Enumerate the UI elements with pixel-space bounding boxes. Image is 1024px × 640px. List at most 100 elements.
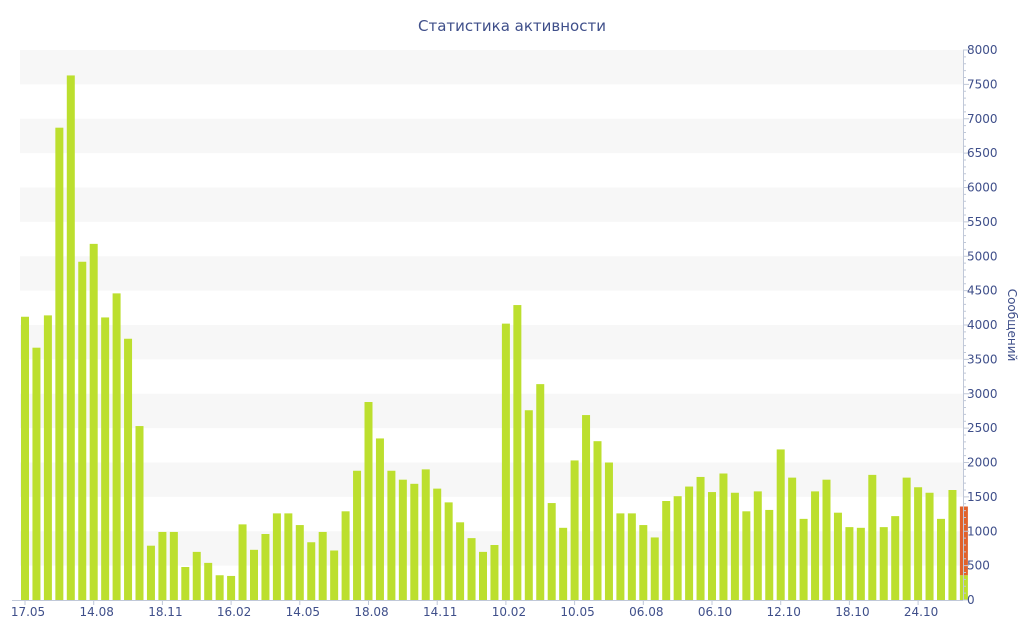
bar[interactable] xyxy=(948,490,957,600)
bar[interactable] xyxy=(158,531,167,600)
bar[interactable] xyxy=(513,305,522,600)
bar[interactable] xyxy=(604,462,613,601)
y-tick-label: 2000 xyxy=(967,456,998,470)
bar[interactable] xyxy=(433,488,442,600)
bar[interactable] xyxy=(742,511,751,600)
bar[interactable] xyxy=(444,502,453,600)
bar[interactable] xyxy=(868,474,877,600)
y-tick-label: 5000 xyxy=(967,249,998,263)
bar[interactable] xyxy=(891,516,900,600)
bar[interactable] xyxy=(811,491,820,600)
x-tick-label: 10.05 xyxy=(560,605,594,619)
bar[interactable] xyxy=(776,449,785,600)
bar[interactable] xyxy=(833,512,842,600)
bar[interactable] xyxy=(238,524,247,600)
bar[interactable] xyxy=(570,460,579,600)
bar[interactable] xyxy=(398,479,407,600)
bar[interactable] xyxy=(616,513,625,600)
bar[interactable] xyxy=(673,496,682,600)
grid-band xyxy=(20,462,963,497)
bar[interactable] xyxy=(410,483,419,600)
bar[interactable] xyxy=(89,243,98,600)
bar[interactable] xyxy=(845,527,854,600)
bar[interactable] xyxy=(318,531,327,600)
bar[interactable] xyxy=(536,384,545,600)
bar[interactable] xyxy=(937,518,945,600)
bar[interactable] xyxy=(708,492,716,600)
bar[interactable] xyxy=(295,525,304,600)
bar[interactable] xyxy=(879,527,888,600)
bar[interactable] xyxy=(524,410,533,600)
grid-band xyxy=(20,393,963,429)
bar[interactable] xyxy=(753,491,762,600)
x-tick-label: 18.11 xyxy=(148,605,182,619)
bar[interactable] xyxy=(479,551,487,600)
bar[interactable] xyxy=(204,562,213,600)
bar[interactable] xyxy=(43,315,52,600)
bar[interactable] xyxy=(582,415,591,600)
x-tick-label: 06.08 xyxy=(629,605,663,619)
bar[interactable] xyxy=(387,470,396,600)
bar[interactable] xyxy=(627,513,636,600)
bar[interactable] xyxy=(719,473,728,601)
bar[interactable] xyxy=(112,293,121,600)
bar[interactable] xyxy=(66,75,75,600)
bar[interactable] xyxy=(192,551,201,600)
bar[interactable] xyxy=(330,550,339,601)
bar[interactable] xyxy=(32,347,41,600)
bar[interactable] xyxy=(135,426,144,600)
bar[interactable] xyxy=(250,549,258,600)
bar[interactable] xyxy=(227,575,236,600)
bar[interactable] xyxy=(124,338,133,600)
bar[interactable] xyxy=(181,567,190,600)
x-tick-label: 18.10 xyxy=(835,605,869,619)
bar[interactable] xyxy=(215,575,224,600)
bar[interactable] xyxy=(914,487,923,600)
bar[interactable] xyxy=(788,477,797,600)
bar[interactable] xyxy=(284,513,293,600)
y-axis-title: Сообщений xyxy=(1005,289,1019,362)
bar[interactable] xyxy=(364,402,373,600)
bar[interactable] xyxy=(925,492,934,600)
bars-group xyxy=(21,75,968,600)
bar[interactable] xyxy=(375,438,384,600)
bar[interactable] xyxy=(639,525,648,600)
bar[interactable] xyxy=(353,470,362,600)
bar[interactable] xyxy=(501,323,510,600)
bar[interactable] xyxy=(101,317,110,600)
bar[interactable] xyxy=(662,501,671,600)
grid-band xyxy=(20,187,963,222)
bar[interactable] xyxy=(765,509,774,600)
bar[interactable] xyxy=(55,127,64,600)
bar[interactable] xyxy=(650,537,659,600)
bar[interactable] xyxy=(799,518,808,600)
x-tick-label: 12.10 xyxy=(767,605,801,619)
x-tick-label: 18.08 xyxy=(354,605,388,619)
y-tick-label: 7500 xyxy=(967,77,998,91)
bar[interactable] xyxy=(856,527,865,600)
bar[interactable] xyxy=(21,316,29,600)
bar[interactable] xyxy=(261,534,270,600)
bar[interactable] xyxy=(169,531,178,600)
bar[interactable] xyxy=(696,476,705,600)
bar[interactable] xyxy=(78,261,87,600)
bar[interactable] xyxy=(341,511,350,600)
bar[interactable] xyxy=(421,469,430,600)
bar[interactable] xyxy=(272,513,281,600)
bar[interactable] xyxy=(547,503,556,600)
bar[interactable] xyxy=(146,545,155,600)
bar[interactable] xyxy=(902,477,911,600)
bar[interactable] xyxy=(822,479,831,600)
y-tick-label: 1000 xyxy=(967,524,998,538)
bar[interactable] xyxy=(559,527,568,600)
x-tick-label: 17.05 xyxy=(11,605,45,619)
x-tick-label: 14.05 xyxy=(286,605,320,619)
bar[interactable] xyxy=(456,522,465,600)
bar[interactable] xyxy=(307,542,316,600)
bar[interactable] xyxy=(593,441,602,600)
bar[interactable] xyxy=(730,492,739,600)
y-tick-label: 5500 xyxy=(967,215,998,229)
bar[interactable] xyxy=(467,538,476,600)
bar[interactable] xyxy=(490,545,499,600)
bar[interactable] xyxy=(685,486,694,600)
